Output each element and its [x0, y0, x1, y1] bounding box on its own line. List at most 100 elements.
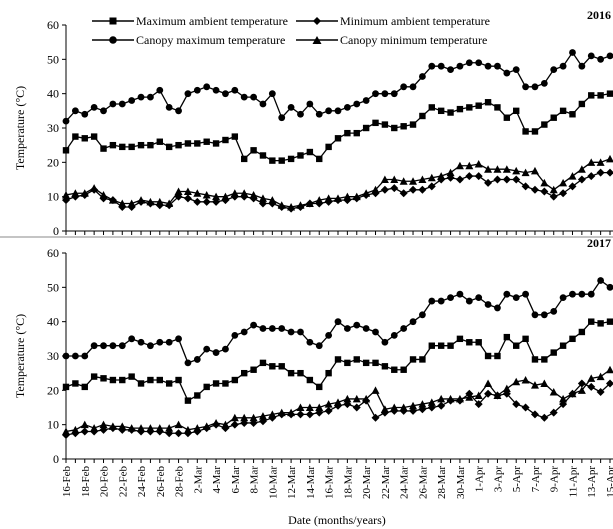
data-point	[202, 422, 211, 430]
data-point	[156, 338, 164, 346]
data-point	[578, 100, 586, 108]
data-point	[278, 157, 285, 164]
data-point	[569, 335, 576, 343]
data-point	[577, 175, 586, 184]
data-point	[606, 154, 613, 163]
data-point	[437, 62, 445, 70]
legend-item-min-ambient: Minimum ambient temperature	[296, 14, 490, 28]
data-point	[118, 342, 126, 350]
data-point	[381, 121, 389, 128]
data-point	[380, 175, 389, 183]
data-point	[62, 190, 70, 199]
data-point	[334, 398, 342, 406]
series-circle	[62, 49, 613, 125]
data-point	[334, 318, 342, 326]
data-point	[577, 386, 586, 394]
y-tick-label: 30	[47, 349, 59, 363]
data-point	[372, 119, 379, 127]
data-point	[100, 107, 107, 115]
data-point	[409, 83, 417, 91]
data-point	[400, 83, 408, 91]
data-point	[250, 93, 257, 101]
data-point	[456, 290, 464, 298]
x-tick-label: 26-Mar	[417, 466, 429, 499]
data-point	[475, 102, 482, 109]
data-point	[343, 394, 352, 403]
data-point	[437, 401, 446, 410]
data-point	[447, 66, 454, 74]
data-point	[559, 62, 567, 70]
data-point	[353, 356, 360, 363]
data-point	[268, 325, 276, 332]
data-point	[278, 325, 286, 332]
data-point	[521, 376, 530, 384]
data-point	[606, 318, 613, 325]
data-point	[109, 376, 117, 384]
data-point	[231, 133, 239, 140]
data-point	[250, 366, 257, 373]
y-tick-label: 10	[47, 190, 59, 204]
data-point	[278, 114, 286, 122]
data-point	[494, 104, 501, 111]
data-point	[352, 403, 361, 412]
data-point	[118, 199, 127, 208]
data-point	[447, 109, 454, 116]
x-tick-label: 9-Apr	[549, 466, 561, 493]
data-point	[72, 380, 79, 387]
data-point	[465, 393, 474, 401]
data-point	[128, 97, 136, 104]
data-point	[577, 165, 586, 173]
data-point	[502, 175, 511, 184]
data-point	[118, 100, 126, 108]
data-point	[549, 192, 558, 201]
data-point	[175, 335, 182, 343]
data-point	[203, 138, 210, 145]
data-point	[503, 290, 511, 298]
x-tick-label: 14-Mar	[305, 466, 317, 499]
data-point	[90, 342, 98, 350]
data-point	[231, 376, 239, 384]
data-point	[249, 190, 258, 199]
data-point	[587, 290, 595, 298]
data-point	[502, 165, 511, 173]
data-point	[372, 359, 379, 367]
data-point	[325, 369, 332, 377]
data-point	[530, 185, 539, 194]
data-point	[465, 161, 474, 170]
data-point	[175, 141, 182, 149]
data-point	[316, 155, 323, 163]
data-point	[90, 184, 99, 192]
data-point	[530, 166, 539, 175]
data-point	[447, 294, 454, 302]
data-point	[231, 332, 239, 339]
data-point	[305, 410, 314, 419]
data-point	[165, 380, 173, 387]
y-tick-label: 60	[47, 246, 59, 260]
data-point	[315, 196, 324, 204]
data-point	[465, 297, 473, 305]
y-tick-label: 50	[47, 280, 59, 294]
data-point	[419, 356, 426, 363]
data-point	[306, 100, 314, 108]
data-point	[250, 147, 257, 154]
y-tick-label: 40	[47, 87, 59, 101]
data-point	[71, 107, 79, 115]
data-point	[381, 338, 389, 346]
data-point	[259, 100, 267, 108]
data-point	[193, 189, 202, 197]
legend: Maximum ambient temperature Minimum ambi…	[92, 14, 490, 47]
data-point	[334, 356, 342, 363]
data-point	[81, 110, 89, 118]
data-point	[147, 342, 154, 350]
data-point	[493, 175, 502, 184]
data-point	[371, 386, 380, 394]
panel-year-title: 2016	[587, 8, 611, 22]
data-point	[484, 62, 492, 70]
data-point	[137, 338, 145, 346]
x-tick-label: 20-Feb	[99, 466, 111, 498]
data-point	[137, 196, 146, 204]
data-point	[128, 335, 136, 343]
legend-marker-diamond	[313, 17, 321, 25]
data-point	[334, 135, 342, 142]
data-point	[587, 52, 595, 60]
